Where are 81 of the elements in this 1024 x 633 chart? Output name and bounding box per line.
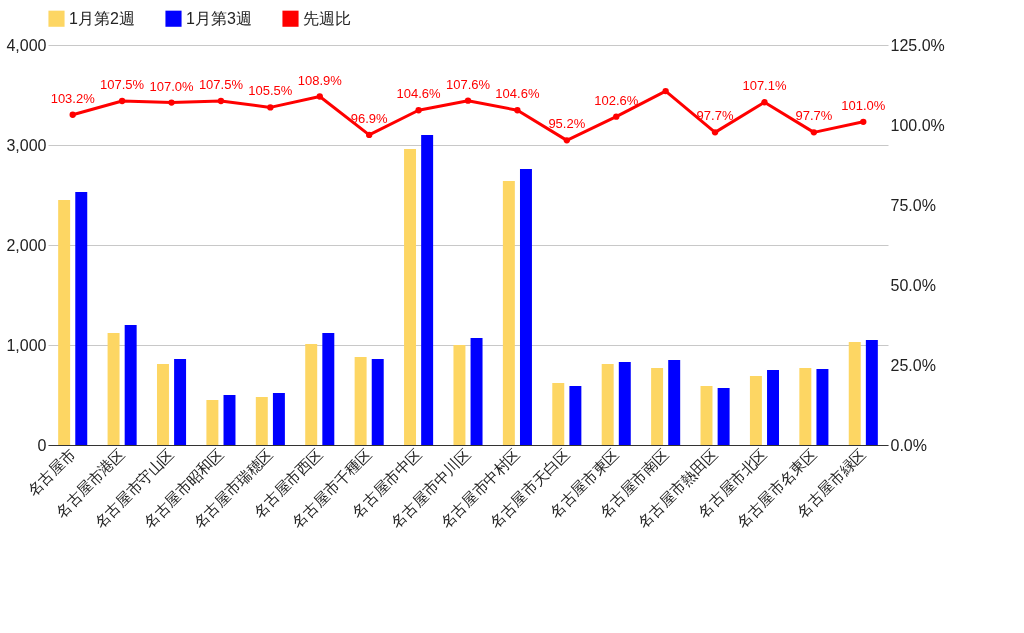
point [711, 129, 719, 136]
data-label: 103.2% [50, 90, 96, 106]
y-tick-label: 0 [37, 436, 47, 454]
data-label: 107.5% [100, 77, 145, 92]
point [366, 131, 373, 139]
data-label: 107.0% [149, 78, 195, 94]
point [810, 129, 818, 136]
point [316, 93, 323, 100]
data-label: 107.1% [742, 78, 787, 94]
point [217, 97, 225, 105]
bar [174, 359, 187, 445]
bar [124, 325, 137, 445]
bar [767, 370, 780, 445]
point [415, 107, 422, 114]
bar [668, 360, 681, 445]
point [613, 113, 620, 120]
bar [848, 342, 861, 445]
y-tick-label: 4,000 [6, 36, 47, 54]
point [563, 137, 570, 144]
bar [272, 393, 285, 445]
data-label: 101.0% [841, 97, 886, 113]
data-label: 104.6% [495, 86, 540, 102]
point [267, 104, 274, 111]
bar [519, 169, 532, 445]
legend-label: 先週比 [303, 9, 351, 27]
bar [305, 344, 318, 445]
bar [107, 333, 120, 445]
y2-tick-label: 100.0% [890, 116, 945, 134]
y2-tick-label: 0.0% [890, 436, 927, 454]
data-label: 97.7% [696, 108, 734, 124]
bar [470, 338, 483, 445]
data-label: 97.7% [795, 108, 833, 124]
bar [421, 135, 434, 445]
y2-tick-label: 50.0% [890, 276, 936, 294]
point [168, 99, 175, 106]
bar [749, 376, 762, 445]
point [860, 118, 867, 125]
point [69, 111, 76, 118]
bar [816, 369, 829, 445]
point [662, 87, 669, 95]
data-label: 102.6% [594, 92, 639, 108]
bar [371, 359, 384, 445]
y-tick-label: 2,000 [6, 236, 47, 254]
bar [700, 386, 713, 445]
bar [255, 397, 268, 445]
bar [717, 388, 730, 445]
bar [618, 362, 631, 445]
bar [58, 200, 71, 445]
bar [453, 345, 466, 445]
bar [322, 333, 335, 445]
y2-tick-label: 125.0% [890, 36, 945, 54]
bar [223, 395, 236, 445]
bar [156, 364, 169, 445]
bar [404, 149, 417, 445]
bar [799, 368, 812, 445]
bar [75, 192, 88, 445]
bar [601, 364, 614, 445]
bar [569, 386, 582, 445]
y-tick-label: 3,000 [6, 136, 47, 154]
bar [354, 357, 367, 445]
data-label: 104.6% [396, 86, 442, 102]
y2-tick-label: 25.0% [890, 356, 936, 374]
legend-label: 1月第3週 [186, 9, 252, 27]
bar [502, 181, 515, 445]
y2-tick-label: 75.0% [890, 196, 936, 214]
data-label: 107.6% [445, 76, 491, 92]
data-label: 105.5% [248, 83, 293, 99]
data-label: 108.9% [297, 72, 343, 88]
legend-label: 1月第2週 [69, 9, 135, 27]
bar [206, 400, 219, 445]
data-label: 96.9% [350, 110, 389, 126]
bar [552, 383, 565, 445]
data-label: 107.5% [198, 77, 244, 92]
point [514, 107, 521, 114]
y-tick-label: 1,000 [6, 336, 47, 354]
point [118, 97, 126, 105]
data-label: 95.2% [548, 116, 586, 132]
bar [865, 340, 878, 445]
point [761, 99, 768, 106]
point [464, 97, 472, 104]
bar [651, 368, 664, 445]
